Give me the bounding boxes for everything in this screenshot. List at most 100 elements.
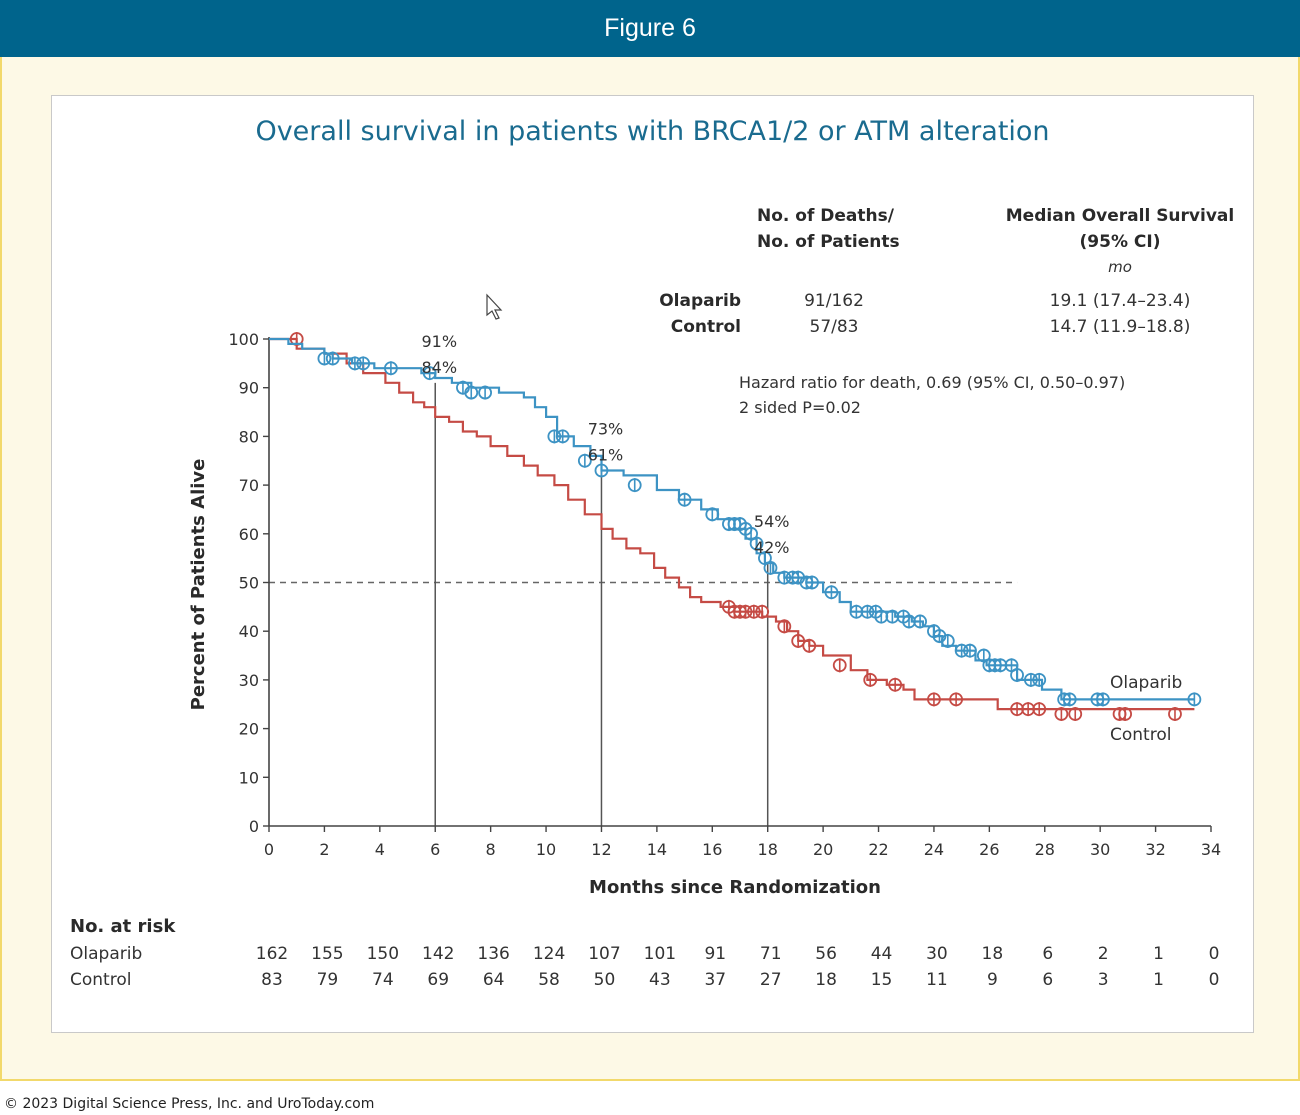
- x-axis-label: Months since Randomization: [589, 877, 881, 898]
- risk-row-label-control: Control: [70, 970, 131, 990]
- x-tick-label-24: 24: [924, 840, 944, 859]
- risk-value-control-18: 27: [760, 970, 782, 990]
- risk-value-control-16: 37: [704, 970, 726, 990]
- y-tick-label-60: 60: [239, 525, 259, 544]
- x-tick-label-10: 10: [536, 840, 556, 859]
- x-tick-label-14: 14: [647, 840, 667, 859]
- risk-value-olaparib-2: 155: [311, 944, 343, 964]
- y-tick-label-100: 100: [228, 330, 259, 349]
- risk-value-control-24: 11: [926, 970, 948, 990]
- risk-value-olaparib-24: 30: [926, 944, 948, 964]
- y-tick-label-90: 90: [239, 379, 259, 398]
- risk-table-title: No. at risk: [70, 916, 176, 937]
- risk-value-control-26: 9: [987, 970, 998, 990]
- risk-value-olaparib-10: 124: [533, 944, 565, 964]
- x-tick-label-4: 4: [375, 840, 385, 859]
- stats-header-deaths-line1: No. of Deaths/: [757, 206, 895, 226]
- risk-value-olaparib-14: 101: [644, 944, 676, 964]
- stats-row-group-control: Control: [671, 317, 741, 337]
- stats-row-deaths-olaparib: 91/162: [804, 291, 864, 311]
- stats-row-median-control: 14.7 (11.9–18.8): [1050, 317, 1191, 337]
- y-tick-label-70: 70: [239, 476, 259, 495]
- series-label-olaparib: Olaparib: [1110, 673, 1182, 693]
- x-tick-label-34: 34: [1201, 840, 1221, 859]
- series-label-control: Control: [1110, 725, 1171, 745]
- landmark-control-percent-18: 42%: [754, 538, 790, 557]
- x-tick-label-28: 28: [1035, 840, 1055, 859]
- x-tick-label-12: 12: [591, 840, 611, 859]
- risk-value-control-6: 69: [427, 970, 449, 990]
- x-tick-label-6: 6: [430, 840, 440, 859]
- risk-value-olaparib-6: 142: [422, 944, 454, 964]
- risk-row-label-olaparib: Olaparib: [70, 944, 142, 964]
- x-tick-label-16: 16: [702, 840, 722, 859]
- x-tick-label-18: 18: [758, 840, 778, 859]
- chart-title: Overall survival in patients with BRCA1/…: [255, 116, 1050, 147]
- risk-value-control-22: 15: [871, 970, 893, 990]
- risk-value-control-20: 18: [815, 970, 837, 990]
- risk-value-olaparib-28: 6: [1042, 944, 1053, 964]
- risk-value-olaparib-18: 71: [760, 944, 782, 964]
- y-tick-label-10: 10: [239, 768, 259, 787]
- x-tick-label-0: 0: [264, 840, 274, 859]
- y-axis-label: Percent of Patients Alive: [188, 459, 209, 711]
- chart-annotations: 91% 84% 73% 61% 54% 42% No. of Deaths/No. of P…: [421, 206, 1234, 745]
- x-tick-label-20: 20: [813, 840, 833, 859]
- risk-value-control-8: 64: [483, 970, 505, 990]
- y-tick-label-0: 0: [249, 817, 259, 836]
- control-survival-curve: [269, 337, 1195, 711]
- figure-panel: [51, 95, 1254, 1033]
- risk-value-control-32: 1: [1153, 970, 1164, 990]
- y-tick-label-20: 20: [239, 720, 259, 739]
- risk-value-control-28: 6: [1042, 970, 1053, 990]
- risk-value-olaparib-32: 1: [1153, 944, 1164, 964]
- x-tick-label-32: 32: [1145, 840, 1165, 859]
- risk-value-olaparib-34: 0: [1209, 944, 1220, 964]
- x-tick-label-2: 2: [319, 840, 329, 859]
- p-value-text: 2 sided P=0.02: [739, 398, 861, 417]
- stats-row-median-olaparib: 19.1 (17.4–23.4): [1050, 291, 1191, 311]
- risk-value-olaparib-26: 18: [982, 944, 1004, 964]
- y-tick-label-40: 40: [239, 622, 259, 641]
- risk-value-control-0: 83: [261, 970, 283, 990]
- risk-value-olaparib-16: 91: [704, 944, 726, 964]
- stats-header-median-line1: Median Overall Survival: [1006, 206, 1234, 226]
- risk-value-control-14: 43: [649, 970, 671, 990]
- risk-value-olaparib-0: 162: [256, 944, 288, 964]
- stats-header-deaths-line2: No. of Patients: [757, 232, 900, 252]
- landmark-control-percent-12: 61%: [588, 445, 624, 464]
- risk-value-olaparib-12: 107: [588, 944, 620, 964]
- risk-value-control-4: 74: [372, 970, 394, 990]
- figure-header-title: Figure 6: [604, 14, 696, 42]
- risk-value-olaparib-20: 56: [815, 944, 837, 964]
- risk-value-olaparib-8: 136: [477, 944, 509, 964]
- figure-header: Figure 6: [0, 0, 1300, 57]
- chart-reference-lines: [269, 382, 1018, 826]
- chart-series: [269, 332, 1202, 721]
- landmark-olaparib-percent-18: 54%: [754, 512, 790, 531]
- risk-value-control-12: 50: [594, 970, 616, 990]
- risk-value-olaparib-4: 150: [367, 944, 399, 964]
- x-tick-label-26: 26: [979, 840, 999, 859]
- risk-value-control-30: 3: [1098, 970, 1109, 990]
- stats-row-group-olaparib: Olaparib: [659, 291, 741, 311]
- risk-value-control-34: 0: [1209, 970, 1220, 990]
- y-tick-label-80: 80: [239, 427, 259, 446]
- stats-header-median-unit: mo: [1108, 258, 1132, 276]
- y-tick-label-50: 50: [239, 574, 259, 593]
- landmark-olaparib-percent-12: 73%: [588, 419, 624, 438]
- x-tick-label-30: 30: [1090, 840, 1110, 859]
- risk-value-control-10: 58: [538, 970, 560, 990]
- landmark-olaparib-percent-6: 91%: [421, 332, 457, 351]
- risk-value-olaparib-30: 2: [1098, 944, 1109, 964]
- y-tick-label-30: 30: [239, 671, 259, 690]
- x-tick-label-22: 22: [868, 840, 888, 859]
- copyright-notice: © 2023 Digital Science Press, Inc. and U…: [4, 1096, 375, 1112]
- hazard-ratio-text: Hazard ratio for death, 0.69 (95% CI, 0.…: [739, 373, 1125, 392]
- x-tick-label-8: 8: [486, 840, 496, 859]
- stats-row-deaths-control: 57/83: [810, 317, 859, 337]
- stats-header-median-line2: (95% CI): [1080, 232, 1161, 252]
